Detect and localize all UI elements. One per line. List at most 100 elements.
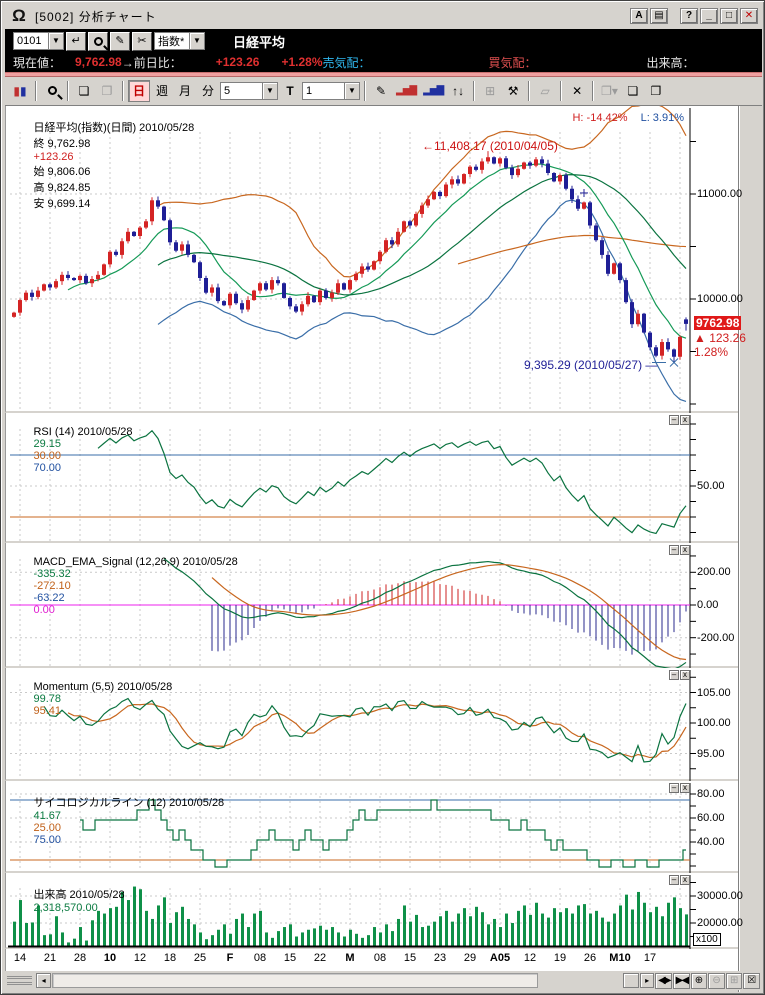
x-axis-label: 28 bbox=[73, 952, 87, 964]
close-button[interactable]: ✕ bbox=[740, 8, 758, 24]
y-axis-label: -200.00 bbox=[697, 631, 735, 644]
grid-mode-button[interactable]: ⊞ bbox=[725, 972, 743, 989]
period-week-button[interactable]: 週 bbox=[151, 80, 173, 102]
main-chart-panel[interactable]: 日経平均(指数)(日間) 2010/05/28 終 9,762.98 +123.… bbox=[5, 106, 746, 413]
resize-grip[interactable] bbox=[7, 976, 33, 985]
panel-minimize-button[interactable]: – bbox=[669, 545, 679, 555]
chevron-down-icon[interactable]: ▼ bbox=[344, 83, 359, 99]
x-axis-label: A05 bbox=[489, 952, 511, 964]
blue-histogram-icon[interactable]: ▂▅▇ bbox=[420, 80, 447, 102]
momentum-header: Momentum (5,5) 2010/05/28 99.78 95.41 bbox=[33, 681, 176, 717]
scrollbar-thumb[interactable] bbox=[623, 973, 639, 988]
volume-label: 出来高： bbox=[646, 55, 695, 70]
x-axis-labels: 14 21 28 10 12 18 25 F 08 15 22 M 08 15 23 29 A05 12 19 26 M… bbox=[5, 949, 738, 971]
volume-panel[interactable]: 出来高 2010/05/28 2,318,570.00 – x x100 300… bbox=[5, 873, 743, 949]
period-day-button[interactable]: 日 bbox=[128, 80, 150, 102]
separator bbox=[5, 72, 762, 77]
price-tag-change: ▲ 123.26 bbox=[694, 330, 746, 345]
x-axis-label: 15 bbox=[403, 952, 417, 964]
separator bbox=[592, 81, 595, 101]
edit-button[interactable]: ✎ bbox=[110, 31, 130, 51]
x-axis-label: 26 bbox=[583, 952, 597, 964]
delete-icon[interactable]: ✕ bbox=[566, 80, 589, 102]
y-axis-label: 30000.00 bbox=[697, 890, 743, 902]
change-value: +123.26 bbox=[215, 55, 260, 69]
page-p-icon[interactable]: ❐ bbox=[644, 80, 667, 102]
y-axis-label: 10000.00 bbox=[697, 293, 743, 305]
save-icon[interactable]: ❐▾ bbox=[598, 80, 621, 102]
x-axis-label: 15 bbox=[283, 952, 297, 964]
peak-annotation: ←11,408.17 (2010/04/05) bbox=[422, 139, 558, 153]
search-button[interactable] bbox=[88, 31, 108, 51]
clip-button[interactable]: ✂ bbox=[132, 31, 152, 51]
code-combobox[interactable]: 0101 ▼ bbox=[13, 32, 64, 50]
scrollbar-trough[interactable] bbox=[51, 973, 539, 988]
zoom-tool-button[interactable] bbox=[41, 80, 63, 102]
panel-close-button[interactable]: x bbox=[680, 670, 690, 680]
momentum-panel[interactable]: Momentum (5,5) 2010/05/28 99.78 95.41 – … bbox=[5, 668, 738, 781]
eraser-icon[interactable]: ▱ bbox=[534, 80, 557, 102]
x-axis-label: F bbox=[226, 952, 234, 964]
panel-close-button[interactable]: x bbox=[680, 545, 690, 555]
y-axis-label: 95.00 bbox=[697, 747, 725, 760]
y-axis-label: 20000.00 bbox=[697, 917, 743, 929]
panel-minimize-button[interactable]: – bbox=[669, 783, 679, 793]
low-annotation: 9,395.29 (2010/05/27) ― bbox=[524, 358, 658, 372]
title-bar[interactable]: Ω [5002] 分析チャート A ▤ ? _ □ ✕ bbox=[5, 4, 762, 28]
hammer-tool-icon[interactable]: ⚒ bbox=[502, 80, 525, 102]
macd-panel[interactable]: MACD_EMA_Signal (12,26,9) 2010/05/28 -33… bbox=[5, 543, 738, 668]
chevron-down-icon[interactable]: ▼ bbox=[189, 33, 204, 49]
help-button[interactable]: ? bbox=[680, 8, 698, 24]
main-chart-header: 日経平均(指数)(日間) 2010/05/28 終 9,762.98 +123.… bbox=[33, 122, 195, 210]
chevron-down-icon[interactable]: ▼ bbox=[48, 33, 63, 49]
panel-close-button[interactable]: x bbox=[680, 875, 690, 885]
bar-combobox[interactable]: 1 ▼ bbox=[302, 82, 360, 100]
grid-icon[interactable]: ⊞ bbox=[479, 80, 502, 102]
x-axis-label: 08 bbox=[373, 952, 387, 964]
page-d-button[interactable]: ❏ bbox=[73, 80, 95, 102]
scroll-left-button[interactable]: ◂ bbox=[36, 973, 51, 988]
category-value: 指数* bbox=[158, 36, 185, 48]
layout-icon[interactable]: ▤ bbox=[650, 8, 668, 24]
volume-header: 出来高 2010/05/28 2,318,570.00 bbox=[33, 889, 128, 914]
scroll-right-button[interactable]: ▸ bbox=[639, 973, 655, 988]
expand-bars-button[interactable]: ◀▶ bbox=[655, 972, 673, 989]
prev-diff-label: →前日比： bbox=[121, 55, 182, 70]
panel-minimize-button[interactable]: – bbox=[669, 670, 679, 680]
t-button[interactable]: T bbox=[279, 80, 301, 102]
updown-arrows-icon[interactable]: ↑↓ bbox=[447, 80, 470, 102]
period-month-button[interactable]: 月 bbox=[174, 80, 196, 102]
minimize-button[interactable]: _ bbox=[700, 8, 718, 24]
x-axis-label: 29 bbox=[463, 952, 477, 964]
psychological-panel[interactable]: サイコロジカルライン (12) 2010/05/28 41.67 25.00 7… bbox=[5, 781, 738, 873]
shrink-bars-button[interactable]: ▶◀ bbox=[673, 972, 690, 989]
page-copy-icon[interactable]: ❏ bbox=[621, 80, 644, 102]
chevron-down-icon[interactable]: ▼ bbox=[262, 83, 277, 99]
enter-button[interactable]: ↵ bbox=[66, 31, 86, 51]
span-combobox[interactable]: 5 ▼ bbox=[220, 82, 278, 100]
trendline-icon[interactable]: ✎ bbox=[370, 80, 392, 102]
y-axis-label: 11000.00 bbox=[697, 188, 743, 200]
period-minute-button[interactable]: 分 bbox=[197, 80, 219, 102]
category-combobox[interactable]: 指数* ▼ bbox=[154, 32, 205, 50]
pencil-icon: ✎ bbox=[115, 34, 125, 47]
y-axis-label: 105.00 bbox=[697, 686, 731, 699]
current-price-value: 9,762.98 bbox=[75, 55, 122, 69]
rsi-panel[interactable]: RSI (14) 2010/05/28 29.15 30.00 70.00 – … bbox=[5, 413, 738, 543]
panel-minimize-button[interactable]: – bbox=[669, 415, 679, 425]
panel-close-button[interactable]: x bbox=[680, 783, 690, 793]
candlestick-icon[interactable]: ▮▮ bbox=[9, 80, 31, 102]
panel-close-button[interactable]: x bbox=[680, 415, 690, 425]
panel-minimize-button[interactable]: – bbox=[669, 875, 679, 885]
zoom-out-button[interactable]: ⊖ bbox=[708, 972, 725, 989]
page-r-button[interactable]: ❐ bbox=[96, 80, 118, 102]
font-a-button[interactable]: A bbox=[630, 8, 648, 24]
red-histogram-icon[interactable]: ▂▅▇ bbox=[393, 80, 420, 102]
zoom-in-button[interactable]: ⊕ bbox=[690, 972, 708, 989]
code-value: 0101 bbox=[17, 35, 42, 47]
change-pct-value: +1.28% bbox=[281, 55, 323, 69]
close-panel-button[interactable]: ☒ bbox=[743, 972, 761, 989]
right-border-strip bbox=[738, 106, 762, 992]
y-axis-label: 100.00 bbox=[697, 717, 731, 729]
maximize-button[interactable]: □ bbox=[720, 8, 738, 24]
